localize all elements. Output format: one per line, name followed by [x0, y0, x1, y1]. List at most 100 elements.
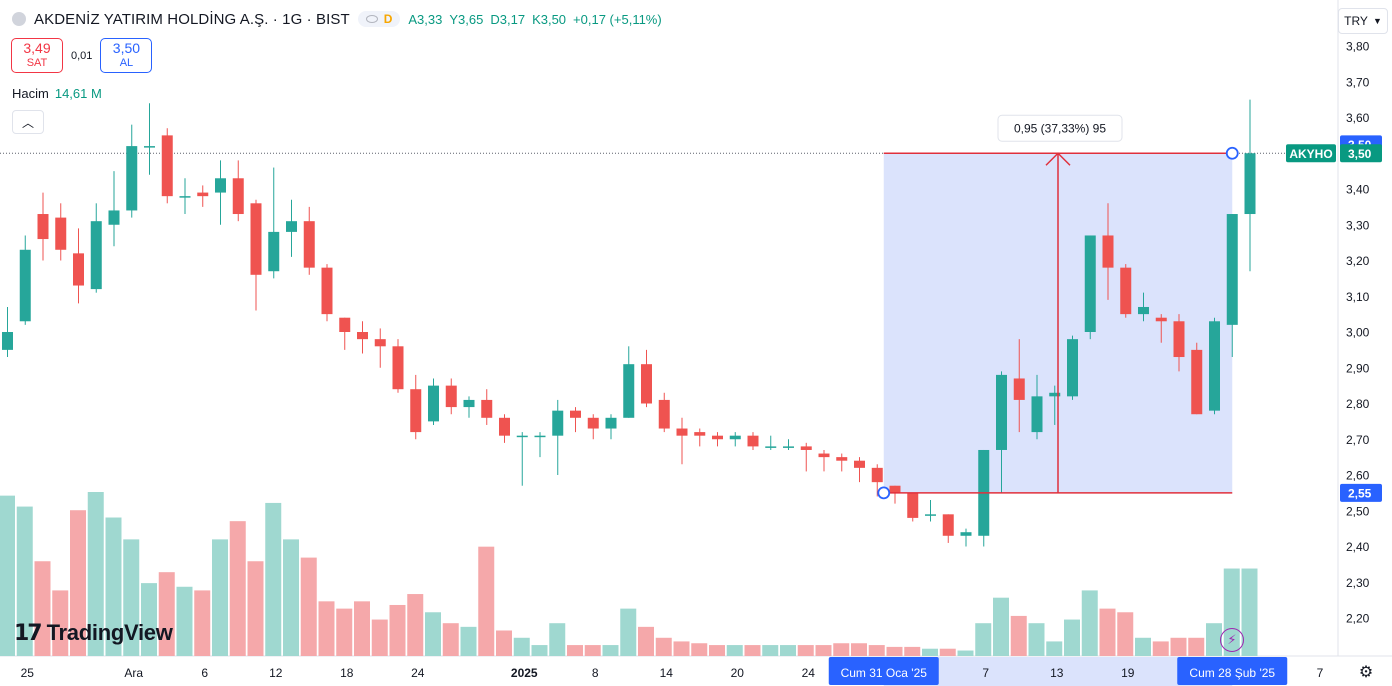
candle[interactable] — [1191, 342, 1203, 415]
candle[interactable] — [2, 306, 13, 358]
candle[interactable] — [73, 228, 84, 304]
candle[interactable] — [499, 414, 510, 443]
candle-body — [1155, 317, 1167, 322]
candle-body — [570, 410, 581, 418]
candle[interactable] — [108, 171, 120, 247]
candle[interactable] — [55, 203, 67, 261]
candle[interactable] — [729, 432, 741, 447]
candle[interactable] — [818, 449, 830, 472]
volume-bar — [797, 645, 814, 656]
gear-icon[interactable]: ⚙ — [1358, 664, 1374, 681]
candle[interactable] — [783, 439, 794, 450]
trade-panel: 3,49 SAT 0,01 3,50 AL — [11, 38, 153, 73]
candle[interactable] — [1244, 99, 1256, 272]
volume-bar — [247, 561, 264, 656]
buy-button[interactable]: 3,50 AL — [100, 38, 153, 73]
candle[interactable] — [197, 185, 209, 207]
candle[interactable] — [144, 103, 155, 175]
candle[interactable] — [694, 428, 706, 447]
candle[interactable] — [836, 453, 848, 472]
candle[interactable] — [357, 321, 368, 354]
volume-bar — [52, 590, 69, 656]
candle[interactable] — [1138, 292, 1149, 322]
candle[interactable] — [250, 199, 262, 311]
candle[interactable] — [587, 414, 599, 440]
candle[interactable] — [445, 378, 457, 415]
candle[interactable] — [747, 432, 759, 450]
candle[interactable] — [871, 464, 883, 497]
candle-body — [1120, 267, 1132, 315]
sell-button[interactable]: 3,49 SAT — [11, 38, 63, 73]
candle-body — [250, 203, 262, 275]
range-label: 0,95 (37,33%) 95 — [997, 114, 1123, 142]
candle[interactable] — [1102, 203, 1114, 300]
range-start-handle[interactable] — [877, 486, 891, 500]
candle[interactable] — [19, 235, 31, 325]
candle[interactable] — [1013, 339, 1025, 433]
candle-body — [676, 428, 688, 436]
candle[interactable] — [321, 264, 333, 322]
candle-body — [1067, 339, 1078, 397]
lightning-icon[interactable]: ⚡ — [1220, 628, 1244, 652]
candle[interactable] — [37, 192, 49, 261]
candle[interactable] — [126, 124, 138, 218]
candle[interactable] — [374, 328, 386, 368]
time-tick-label: 8 — [592, 666, 599, 680]
candle[interactable] — [1049, 385, 1061, 425]
candle[interactable] — [1120, 264, 1132, 318]
candle[interactable] — [534, 432, 546, 458]
volume-bar — [1081, 590, 1098, 656]
candle[interactable] — [1031, 374, 1043, 440]
candle[interactable] — [215, 160, 226, 225]
candle[interactable] — [889, 485, 901, 504]
candle-body — [623, 364, 635, 418]
candle[interactable] — [1084, 235, 1096, 340]
candle[interactable] — [516, 432, 528, 486]
candle[interactable] — [765, 435, 777, 450]
candle[interactable] — [623, 346, 635, 418]
candle[interactable] — [410, 374, 422, 440]
candle[interactable] — [605, 414, 617, 440]
candle[interactable] — [942, 514, 954, 543]
market-status-pill[interactable]: D — [357, 11, 401, 27]
candle-body — [712, 435, 723, 440]
candle-body — [605, 417, 617, 429]
candle[interactable] — [641, 349, 652, 408]
candle[interactable] — [90, 203, 102, 293]
candle[interactable] — [303, 206, 315, 275]
collapse-legend-button[interactable]: ︿ — [12, 110, 44, 134]
candle[interactable] — [925, 500, 936, 522]
candle[interactable] — [1209, 317, 1220, 415]
candle[interactable] — [339, 317, 351, 350]
candle[interactable] — [1173, 314, 1185, 372]
candle[interactable] — [658, 392, 670, 433]
price-axis[interactable] — [1338, 0, 1392, 686]
candle[interactable] — [1226, 214, 1238, 358]
candle[interactable] — [1067, 335, 1078, 400]
candle[interactable] — [481, 389, 493, 425]
volume-bar — [336, 608, 353, 656]
candle[interactable] — [428, 378, 439, 425]
candle[interactable] — [800, 442, 812, 472]
candle[interactable] — [570, 407, 581, 433]
candle[interactable] — [268, 167, 280, 279]
currency-selector[interactable]: TRY ▼ — [1338, 8, 1388, 34]
candle[interactable] — [286, 199, 297, 257]
candle[interactable] — [161, 128, 173, 204]
range-end-handle[interactable] — [1225, 146, 1239, 160]
candle[interactable] — [960, 528, 972, 547]
candle[interactable] — [712, 432, 723, 447]
candle[interactable] — [1155, 314, 1167, 343]
candle[interactable] — [179, 178, 191, 215]
symbol-title[interactable]: AKDENİZ YATIRIM HOLDİNG A.Ş. · 1G · BIST — [34, 10, 350, 28]
candle[interactable] — [854, 457, 865, 483]
candle[interactable] — [978, 449, 990, 547]
candle[interactable] — [463, 396, 475, 418]
candle[interactable] — [676, 417, 688, 465]
candle[interactable] — [907, 492, 919, 522]
candle[interactable] — [996, 371, 1007, 493]
candle[interactable] — [392, 339, 404, 393]
candle[interactable] — [552, 399, 564, 475]
candle[interactable] — [232, 160, 244, 222]
